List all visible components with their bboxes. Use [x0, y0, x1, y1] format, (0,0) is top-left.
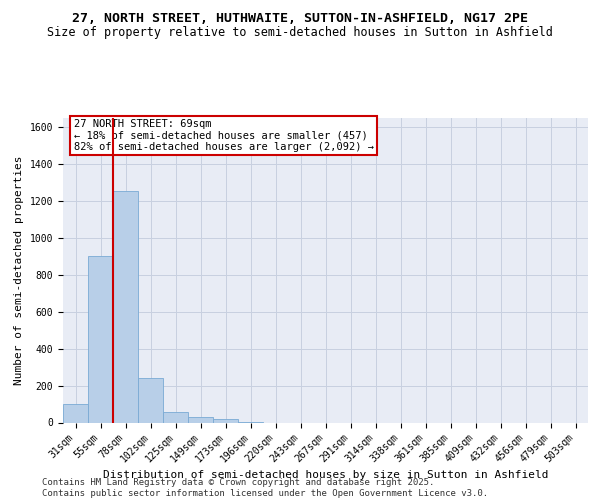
Bar — [113, 192, 138, 422]
Bar — [188, 417, 213, 422]
Bar — [163, 412, 188, 422]
Y-axis label: Number of semi-detached properties: Number of semi-detached properties — [14, 155, 24, 385]
Bar — [63, 404, 88, 422]
Bar — [138, 378, 163, 422]
X-axis label: Distribution of semi-detached houses by size in Sutton in Ashfield: Distribution of semi-detached houses by … — [103, 470, 548, 480]
Text: Size of property relative to semi-detached houses in Sutton in Ashfield: Size of property relative to semi-detach… — [47, 26, 553, 39]
Bar — [213, 419, 238, 422]
Bar — [88, 256, 113, 422]
Text: 27, NORTH STREET, HUTHWAITE, SUTTON-IN-ASHFIELD, NG17 2PE: 27, NORTH STREET, HUTHWAITE, SUTTON-IN-A… — [72, 12, 528, 26]
Text: Contains HM Land Registry data © Crown copyright and database right 2025.
Contai: Contains HM Land Registry data © Crown c… — [42, 478, 488, 498]
Text: 27 NORTH STREET: 69sqm
← 18% of semi-detached houses are smaller (457)
82% of se: 27 NORTH STREET: 69sqm ← 18% of semi-det… — [74, 119, 373, 152]
